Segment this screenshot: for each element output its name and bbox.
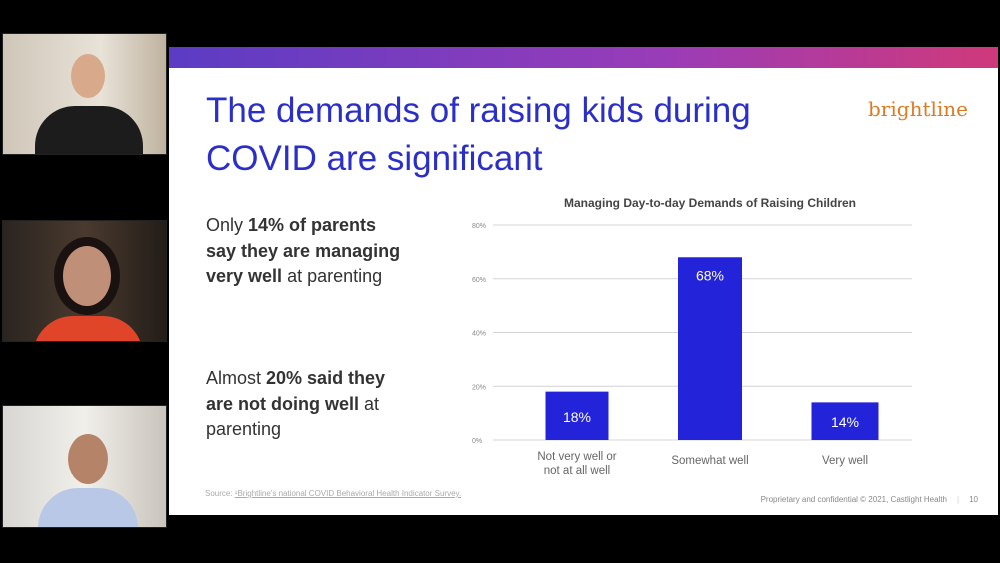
bar — [678, 257, 742, 440]
x-tick-label: Not very well or — [537, 451, 616, 463]
presentation-slide: The demands of raising kids during COVID… — [169, 47, 998, 515]
y-tick-label: 20% — [472, 384, 486, 391]
x-tick-label: Somewhat well — [671, 455, 748, 467]
x-tick-label: not at all well — [544, 465, 610, 477]
y-tick-label: 0% — [472, 438, 482, 445]
bar — [811, 402, 879, 440]
bar-chart: Managing Day-to-day Demands of Raising C… — [472, 196, 912, 477]
bullet-bold: 14% of parents say they are managing ver… — [206, 215, 401, 286]
participant-avatar — [63, 246, 111, 306]
page-number: 10 — [969, 495, 978, 504]
source-note: Source: ¹Brightline's national COVID Beh… — [205, 489, 461, 498]
y-tick-label: 40% — [472, 331, 486, 338]
data-label: 18% — [563, 409, 591, 425]
bar — [545, 391, 609, 440]
y-tick-label: 60% — [472, 277, 486, 284]
participant-avatar — [71, 54, 105, 98]
participant-body — [38, 488, 138, 527]
bullet-1: Only 14% of parents say they are managin… — [206, 213, 406, 290]
data-label: 14% — [831, 414, 859, 430]
slide-header-bar — [169, 47, 998, 68]
source-link[interactable]: ¹Brightline's national COVID Behavioral … — [234, 489, 462, 498]
video-tile-participant-1[interactable] — [2, 33, 167, 155]
bullet-2: Almost 20% said they are not doing well … — [206, 366, 406, 443]
participant-body — [35, 106, 143, 154]
y-tick-label: 80% — [472, 223, 486, 230]
video-tile-participant-3[interactable] — [2, 405, 167, 528]
brightline-logo: brightline — [868, 97, 968, 121]
x-tick-label: Very well — [822, 455, 868, 467]
data-label: 68% — [696, 267, 724, 283]
footer-text: Proprietary and confidential © 2021, Cas… — [760, 495, 948, 504]
bullet-bold: 20% said they are not doing well — [206, 368, 386, 414]
chart-title: Managing Day-to-day Demands of Raising C… — [564, 196, 856, 210]
video-tile-participant-2[interactable] — [2, 220, 167, 342]
slide-footer: Proprietary and confidential © 2021, Cas… — [760, 495, 978, 504]
participant-avatar — [68, 434, 108, 484]
bullet-text: at parenting — [282, 266, 383, 286]
slide-title: The demands of raising kids during COVID… — [206, 91, 751, 178]
bullet-text: at parenting — [206, 393, 380, 440]
participant-body — [33, 316, 143, 341]
bullet-text: Only — [206, 215, 249, 235]
bullet-text: Almost — [206, 368, 267, 388]
source-label: Source: — [205, 489, 235, 498]
